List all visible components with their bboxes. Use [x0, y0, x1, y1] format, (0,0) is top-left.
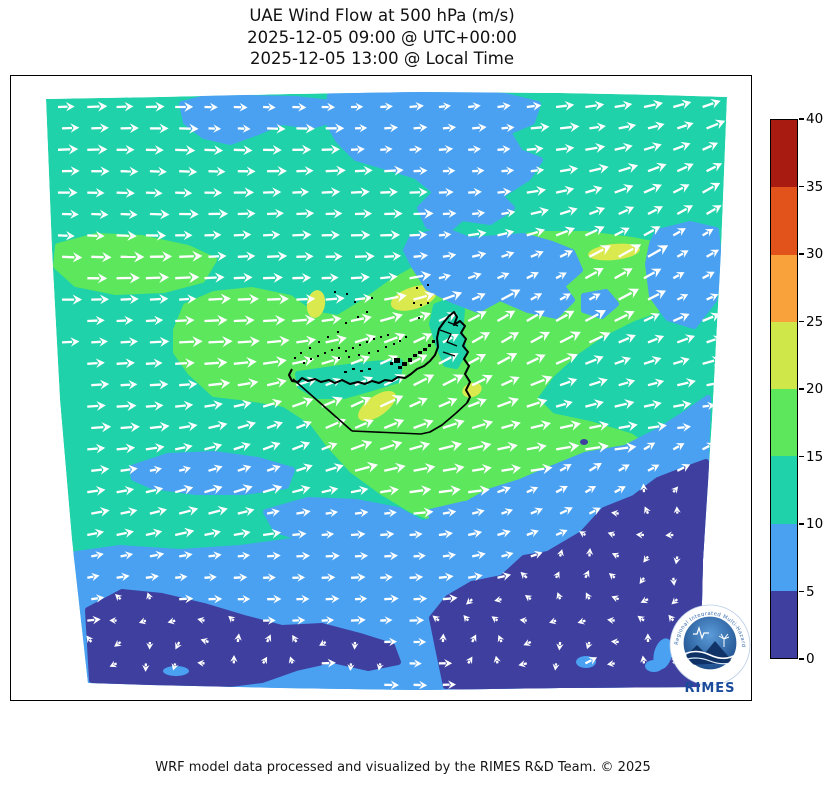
- colorbar-tick-label: 10: [806, 516, 824, 532]
- colorbar-tick: [799, 523, 804, 525]
- logo-seismograph-icon: [693, 626, 709, 640]
- colorbar-tick-label: 0: [806, 651, 815, 667]
- colorbar-segment: [771, 590, 797, 658]
- plot-title: UAE Wind Flow at 500 hPa (m/s) 2025-12-0…: [10, 5, 754, 70]
- logo-wave-icon: [683, 650, 737, 660]
- wind-arrows: [57, 99, 726, 690]
- uae-coastline: [288, 311, 471, 435]
- colorbar-tick: [799, 118, 804, 120]
- rimes-logo: Regional Integrated Multi-Hazard Early W…: [664, 599, 755, 697]
- title-line-2: 2025-12-05 09:00 @ UTC+00:00: [247, 27, 517, 47]
- colorbar-segment: [771, 456, 797, 524]
- colorbar-tick-label: 5: [806, 583, 815, 600]
- colorbar-segment: [771, 523, 797, 591]
- colorbar-tick: [799, 388, 804, 390]
- logo-wordmark: RIMES: [684, 681, 735, 696]
- colorbar-tick-label: 15: [806, 448, 824, 465]
- colorbar-tick: [799, 455, 804, 458]
- logo-palm-icon: [718, 633, 730, 647]
- title-line-3: 2025-12-05 13:00 @ Local Time: [249, 49, 515, 68]
- colorbar-segment: [771, 120, 797, 188]
- colorbar-tick-label: 25: [806, 313, 824, 330]
- colorbar-tick-label: 35: [806, 178, 824, 195]
- colorbar-tick-label: 30: [806, 246, 824, 262]
- colorbar-tick: [799, 253, 804, 255]
- colorbar-tick: [799, 185, 804, 188]
- colorbar: [770, 119, 798, 659]
- island-marks: [294, 284, 435, 373]
- footer-credit: WRF model data processed and visualized …: [155, 760, 651, 775]
- colorbar-tick-label: 40: [806, 111, 824, 127]
- colorbar-tick: [799, 320, 804, 323]
- colorbar-segment: [771, 321, 797, 389]
- title-line-1: UAE Wind Flow at 500 hPa (m/s): [249, 6, 515, 25]
- colorbar-segment: [771, 389, 797, 457]
- map-field: [46, 92, 727, 690]
- logo-mountain-icon: [685, 641, 733, 665]
- colorbar-tick-label: 20: [806, 381, 824, 397]
- colorbar-tick: [799, 658, 804, 660]
- colorbar-segment: [771, 254, 797, 322]
- colorbar-tick: [799, 590, 804, 593]
- colorbar-segment: [771, 187, 797, 255]
